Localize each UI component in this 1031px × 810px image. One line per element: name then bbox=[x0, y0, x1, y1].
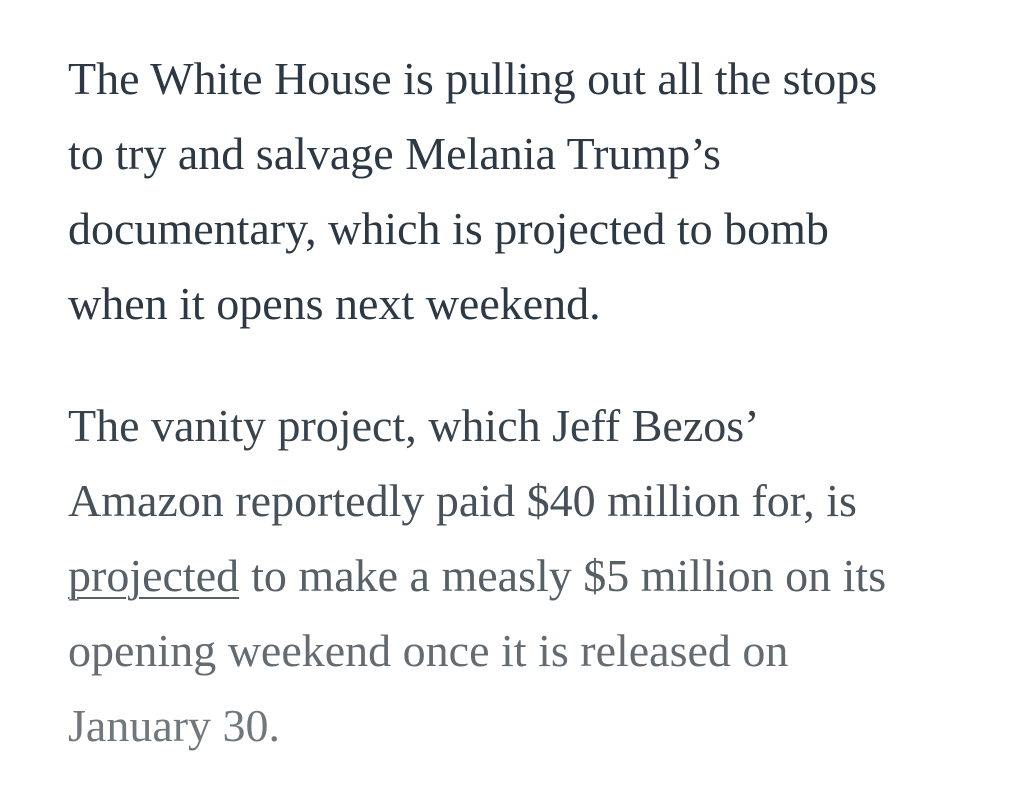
article: The White House is pulling out all the s… bbox=[68, 41, 1028, 810]
text-line: Amazon reportedly paid $40 million for, … bbox=[68, 475, 857, 526]
page: Article excerpt {"article": {"paragraphs… bbox=[68, 53, 887, 751]
text-line: documentary, which is projected to bomb bbox=[68, 203, 829, 254]
text-line: when it opens next weekend. bbox=[68, 278, 601, 329]
text-line: to try and salvage Melania Trump’s bbox=[68, 128, 721, 179]
page-body: The White House is pulling out all the s… bbox=[68, 53, 887, 751]
text-line: The White House is pulling out all the s… bbox=[68, 53, 878, 104]
text-line: projected to make a measly $5 million on … bbox=[68, 538, 1028, 613]
text-line: The vanity project, which Jeff Bezos’ bbox=[68, 400, 760, 451]
inline-link[interactable]: projected bbox=[68, 550, 240, 601]
paragraph: The White House is pulling out all the s… bbox=[68, 41, 1028, 341]
paragraph: The vanity project, which Jeff Bezos’ Ama… bbox=[68, 388, 1028, 763]
text-segment: to make a measly $5 million on its bbox=[251, 550, 887, 601]
text-line: opening weekend once it is released on bbox=[68, 625, 789, 676]
text-line: January 30. bbox=[68, 700, 281, 751]
